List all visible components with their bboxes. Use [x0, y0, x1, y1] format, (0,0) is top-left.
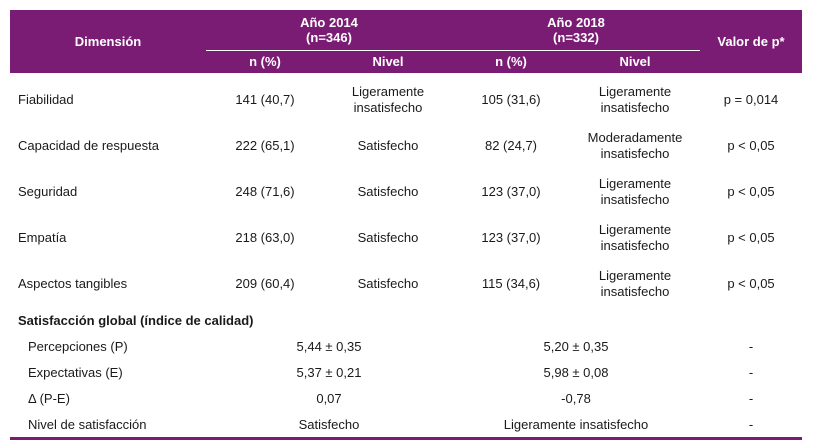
global-pvalue: -	[700, 411, 802, 440]
level-2014-cell: Satisfecho	[324, 123, 452, 169]
pvalue-cell: p < 0,05	[727, 138, 775, 153]
level-line: Ligeramente	[598, 84, 672, 99]
header-year-2018-n: (n=332)	[553, 30, 599, 45]
n-2018-cell: 123 (37,0)	[481, 230, 541, 245]
global-section-title: Satisfacción global (índice de calidad)	[18, 312, 254, 328]
level-2018-cell: Ligeramente insatisfecho	[570, 73, 700, 123]
global-value-2014: Satisfecho	[206, 411, 452, 440]
table-row: Empatía 218 (63,0) Satisfecho 123 (37,0)…	[10, 215, 802, 261]
header-year-2014-n: (n=346)	[306, 30, 352, 45]
global-label: Nivel de satisfacción	[10, 411, 206, 440]
table-row: Seguridad 248 (71,6) Satisfecho 123 (37,…	[10, 169, 802, 215]
table-body: Fiabilidad 141 (40,7) Ligeramente insatis…	[10, 73, 802, 440]
dimension-cell: Capacidad de respuesta	[18, 138, 159, 153]
level-line: Ligeramente	[351, 84, 425, 99]
level-line: insatisfecho	[600, 238, 670, 253]
header-n-2014: n (%)	[206, 50, 324, 73]
global-value-2018: 5,98 ± 0,08	[543, 364, 609, 380]
level-line: Satisfecho	[357, 276, 419, 291]
results-table: Dimensión Año 2014 (n=346) Año 2018 (n=3…	[10, 10, 802, 440]
global-pvalue: -	[748, 390, 754, 406]
n-2014-cell: 141 (40,7)	[235, 92, 295, 107]
level-line: insatisfecho	[600, 100, 670, 115]
global-pvalue: -	[748, 364, 754, 380]
level-2018-cell: Ligeramente insatisfecho	[570, 215, 700, 261]
table-row: Capacidad de respuesta 222 (65,1) Satisf…	[10, 123, 802, 169]
level-line: Satisfecho	[357, 184, 419, 199]
global-value-2014: 5,37 ± 0,21	[296, 364, 362, 380]
global-value-2014: 0,07	[316, 390, 342, 406]
table-row: Fiabilidad 141 (40,7) Ligeramente insatis…	[10, 73, 802, 123]
global-value-2018: -0,78	[561, 390, 591, 406]
dimension-cell: Seguridad	[18, 184, 78, 199]
pvalue-cell: p < 0,05	[727, 184, 775, 199]
level-2018-cell: Moderadamente insatisfecho	[570, 123, 700, 169]
global-value-2014: 5,44 ± 0,35	[296, 338, 362, 354]
table-row: Aspectos tangibles 209 (60,4) Satisfecho…	[10, 261, 802, 307]
n-2014-cell: 218 (63,0)	[235, 230, 295, 245]
table-header: Dimensión Año 2014 (n=346) Año 2018 (n=3…	[10, 10, 802, 73]
global-row: Nivel de satisfacción Satisfecho Ligeram…	[10, 411, 802, 440]
global-value-2018: Ligeramente insatisfecho	[452, 411, 700, 440]
level-2014-cell: Satisfecho	[324, 215, 452, 261]
level-line: insatisfecho	[353, 100, 423, 115]
header-n-2018: n (%)	[452, 50, 570, 73]
global-pvalue: -	[748, 338, 754, 354]
level-line: Ligeramente	[598, 176, 672, 191]
header-year-2014: Año 2014 (n=346)	[206, 10, 452, 51]
results-table-container: Dimensión Año 2014 (n=346) Año 2018 (n=3…	[10, 10, 802, 440]
dimension-cell: Aspectos tangibles	[18, 276, 128, 291]
level-2014-cell: Satisfecho	[324, 261, 452, 307]
pvalue-cell: p = 0,014	[723, 92, 779, 107]
global-label: Δ (P-E)	[28, 390, 70, 406]
global-section-header: Satisfacción global (índice de calidad)	[10, 307, 802, 333]
level-line: Ligeramente	[598, 222, 672, 237]
global-row: Percepciones (P) 5,44 ± 0,35 5,20 ± 0,35…	[10, 333, 802, 359]
level-line: Satisfecho	[357, 230, 419, 245]
level-2014-cell: Satisfecho	[324, 169, 452, 215]
n-2018-cell: 123 (37,0)	[481, 184, 541, 199]
level-line: Ligeramente	[598, 268, 672, 283]
header-year-2018: Año 2018 (n=332)	[452, 10, 700, 51]
global-label: Expectativas (E)	[28, 364, 123, 380]
level-2014-cell: Ligeramente insatisfecho	[324, 73, 452, 123]
n-2014-cell: 248 (71,6)	[235, 184, 295, 199]
header-level-2018: Nivel	[570, 50, 700, 73]
header-year-2014-title: Año 2014	[300, 15, 358, 30]
dimension-cell: Fiabilidad	[18, 92, 74, 107]
header-year-2018-title: Año 2018	[547, 15, 605, 30]
level-2018-cell: Ligeramente insatisfecho	[570, 261, 700, 307]
n-2018-cell: 82 (24,7)	[484, 138, 538, 153]
pvalue-cell: p < 0,05	[727, 230, 775, 245]
n-2018-cell: 105 (31,6)	[481, 92, 541, 107]
level-2018-cell: Ligeramente insatisfecho	[570, 169, 700, 215]
pvalue-cell: p < 0,05	[727, 276, 775, 291]
header-pvalue: Valor de p*	[700, 10, 802, 73]
level-line: insatisfecho	[600, 192, 670, 207]
global-row: Expectativas (E) 5,37 ± 0,21 5,98 ± 0,08…	[10, 359, 802, 385]
level-line: insatisfecho	[600, 146, 670, 161]
n-2014-cell: 222 (65,1)	[235, 138, 295, 153]
global-row: Δ (P-E) 0,07 -0,78 -	[10, 385, 802, 411]
n-2014-cell: 209 (60,4)	[235, 276, 295, 291]
dimension-cell: Empatía	[18, 230, 67, 245]
global-label: Percepciones (P)	[28, 338, 128, 354]
level-line: insatisfecho	[600, 284, 670, 299]
header-level-2014: Nivel	[324, 50, 452, 73]
n-2018-cell: 115 (34,6)	[481, 276, 541, 291]
global-value-2018: 5,20 ± 0,35	[543, 338, 609, 354]
level-line: Satisfecho	[357, 138, 419, 153]
level-line: Moderadamente	[587, 130, 683, 145]
header-dimension: Dimensión	[10, 10, 206, 73]
